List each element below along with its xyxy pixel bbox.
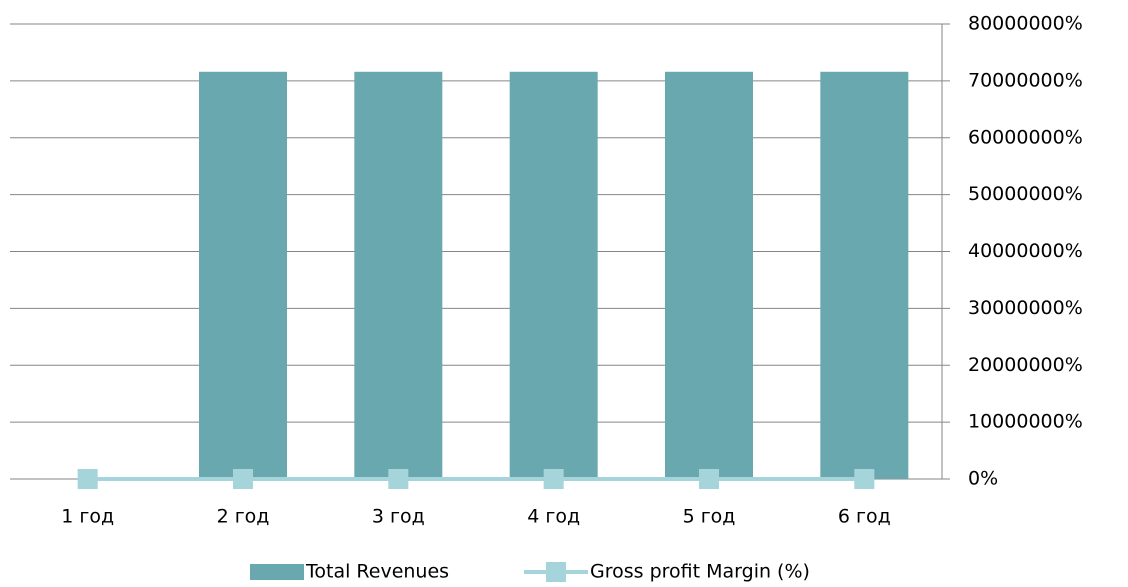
x-tick-label: 6 год [838,506,891,528]
y-tick-label: 70000000% [968,69,1083,91]
y-tick-label: 20000000% [968,354,1083,376]
line-marker [543,469,564,489]
bar [665,71,753,480]
line-marker [699,469,719,489]
x-tick-label: 1 год [61,506,114,528]
x-tick-label: 4 год [527,506,580,528]
bar [820,71,909,480]
bar [509,71,598,480]
y-tick-label: 30000000% [968,297,1083,319]
legend-label: Gross profit Margin (%) [590,561,810,583]
y-tick-label: 0% [968,468,998,490]
legend-swatch [546,562,566,582]
bar [199,71,287,480]
line-marker [388,469,409,489]
line-marker [854,469,875,489]
legend-label: Total Revenues [305,561,449,583]
line-marker [77,469,98,489]
legend-swatch [250,564,304,580]
y-tick-label: 60000000% [968,126,1083,148]
y-tick-label: 40000000% [968,240,1083,262]
y-tick-label: 80000000% [968,13,1083,35]
x-tick-label: 3 год [372,506,425,528]
line-marker [233,469,253,489]
y-tick-label: 10000000% [968,411,1083,433]
x-tick-label: 2 год [217,506,270,528]
y-tick-label: 50000000% [968,183,1083,205]
x-tick-label: 5 год [683,506,736,528]
bar [354,71,443,480]
